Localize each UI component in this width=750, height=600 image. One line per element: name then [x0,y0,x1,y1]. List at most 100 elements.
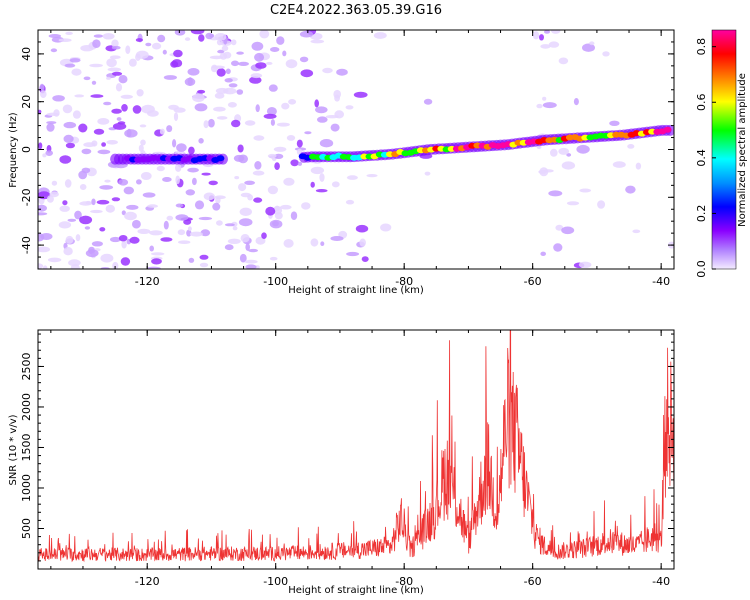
noise-blob [285,59,298,69]
noise-blob [38,204,47,212]
noise-blob [83,76,91,81]
noise-blob [38,246,51,253]
noise-blob [103,101,112,106]
noise-blob [194,103,208,112]
noise-blob [268,84,278,92]
noise-blob [296,139,303,148]
noise-blob [240,192,252,198]
noise-blob [336,68,348,76]
noise-blob [228,83,238,88]
noise-blob [224,223,235,227]
noise-blob [310,238,319,247]
noise-blob [539,167,549,177]
noise-blob [217,49,225,54]
noise-blob [561,161,576,170]
noise-blob [259,30,270,39]
snr-plot-area [38,330,674,569]
noise-blob [65,31,73,35]
noise-blob [111,197,121,202]
noise-blob [558,147,570,155]
noise-blob [253,135,265,141]
noise-blob [70,263,80,269]
noise-blob [187,226,192,231]
noise-blob [283,239,294,248]
noise-blob [175,214,189,221]
noise-blob [129,58,137,67]
noise-blob [71,68,82,76]
noise-blob [72,110,81,119]
noise-blob [189,231,203,237]
noise-blob [74,210,82,220]
noise-blob [132,219,141,229]
noise-blob [273,153,284,159]
noise-blob [48,34,61,38]
noise-blob [380,223,392,232]
noise-blob [214,92,225,99]
noise-blob [115,83,123,92]
noise-blob [39,83,45,91]
noise-blob [355,224,369,233]
noise-blob [612,161,626,168]
noise-blob [276,122,290,127]
noise-blob [175,203,184,208]
noise-blob [137,228,151,234]
y-tick-label: 1000 [20,474,33,502]
spectrogram-noise [38,30,674,269]
noise-blob [69,58,81,63]
noise-blob [96,199,110,205]
noise-blob [219,52,228,60]
noise-blob [166,215,174,221]
noise-blob [142,192,156,198]
noise-blob [281,102,290,110]
noise-blob [58,38,72,42]
noise-blob [334,94,340,102]
y-tick-label: 2000 [20,393,33,421]
noise-blob [579,188,592,193]
noise-blob [602,51,610,57]
snr-y-axis-title: SNR (10 * v/v) [8,414,19,485]
colorbar-tick-label: 0.6 [695,94,708,112]
y-tick-label: -40 [20,236,33,254]
noise-blob [238,183,247,192]
noise-blob [99,227,106,232]
noise-blob [536,145,542,150]
noise-blob [126,204,139,210]
noise-blob [46,121,57,125]
colorbar-tick-label: 0.8 [695,38,708,56]
noise-blob [213,106,226,112]
noise-blob [265,61,273,65]
noise-blob [85,249,99,258]
noise-blob [140,139,146,146]
noise-blob [286,135,296,141]
noise-blob [245,243,250,251]
noise-blob [157,34,166,43]
x-tick-label: -100 [263,275,288,288]
noise-blob [540,44,551,49]
noise-blob [135,50,149,59]
noise-blob [79,184,87,190]
noise-blob [43,265,48,269]
noise-blob [75,234,81,242]
noise-blob [129,236,140,244]
noise-blob [205,32,214,40]
noise-blob [627,144,635,149]
noise-blob [224,78,233,83]
y-tick-label: 500 [20,518,33,539]
noise-blob [558,57,569,65]
noise-blob [632,229,641,234]
noise-blob [38,212,48,216]
noise-blob [555,224,564,231]
noise-blob [49,191,59,198]
noise-blob [118,235,128,242]
noise-blob [109,55,121,59]
noise-blob [106,58,117,68]
noise-blob [97,149,111,155]
noise-blob [319,173,325,182]
noise-blob [248,248,258,253]
y-tick-label: -20 [20,188,33,206]
noise-blob [162,49,167,55]
noise-blob [91,80,97,85]
noise-blob [203,120,209,129]
noise-blob [266,107,277,116]
noise-blob [38,142,43,150]
